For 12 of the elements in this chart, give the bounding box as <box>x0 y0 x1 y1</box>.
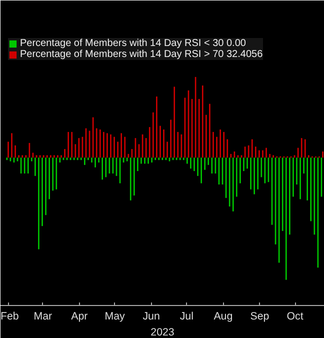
x-tick-label: Oct <box>286 310 304 322</box>
x-tick-label: Jun <box>142 310 160 322</box>
x-tick-label: Jul <box>180 310 194 322</box>
x-tick-label: Sep <box>250 310 270 322</box>
x-axis-title: 2023 <box>150 326 174 338</box>
x-tick-label: Feb <box>0 310 19 322</box>
legend-label: Percentage of Members with 14 Day RSI > 70 32.4056 <box>20 49 263 60</box>
x-tick-label: Aug <box>214 310 233 322</box>
x-tick-label: Mar <box>34 310 53 322</box>
x-tick-label: May <box>104 310 126 322</box>
legend-label: Percentage of Members with 14 Day RSI < 30 0.00 <box>20 38 246 49</box>
x-tick-label: Apr <box>71 310 88 322</box>
